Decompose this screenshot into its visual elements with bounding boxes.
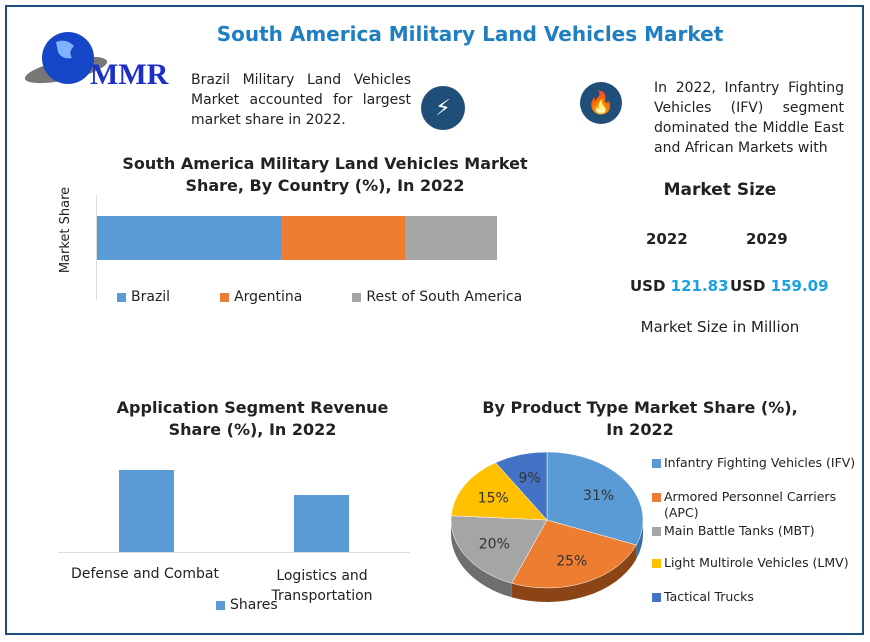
legend-swatch bbox=[652, 493, 661, 502]
bar-logistics bbox=[294, 495, 349, 552]
category-label: Logistics and Transportation bbox=[271, 568, 373, 604]
legend-item: Tactical Trucks bbox=[652, 589, 754, 605]
pie-side bbox=[511, 545, 637, 602]
legend-swatch bbox=[652, 593, 661, 602]
x-axis bbox=[58, 552, 410, 553]
pie-slice bbox=[495, 451, 548, 521]
svg-text:MMR: MMR bbox=[90, 58, 169, 91]
pie-label: 9% bbox=[518, 471, 540, 487]
value-2022: USD 121.83 bbox=[630, 277, 729, 295]
pie-slice bbox=[450, 515, 548, 584]
market-size-unit: Market Size in Million bbox=[640, 318, 800, 336]
legend-brazil: Brazil bbox=[117, 289, 170, 305]
legend-argentina: Argentina bbox=[220, 289, 302, 305]
infographic-frame bbox=[5, 5, 864, 635]
pie-slice bbox=[511, 519, 637, 589]
value-2029: USD 159.09 bbox=[730, 277, 829, 295]
country-chart-title: South America Military Land Vehicles Mar… bbox=[122, 154, 528, 195]
globe-icon: MMR bbox=[24, 32, 169, 91]
page-title: South America Military Land Vehicles Mar… bbox=[216, 22, 724, 46]
legend-item: Infantry Fighting Vehicles (IFV) bbox=[652, 455, 855, 471]
pie-label: 31% bbox=[583, 488, 614, 504]
market-size-title: Market Size bbox=[663, 180, 777, 200]
bar-segment-brazil bbox=[97, 216, 281, 260]
legend-swatch bbox=[652, 459, 661, 468]
bar-segment-argentina bbox=[281, 216, 405, 260]
legend-item: Main Battle Tanks (MBT) bbox=[652, 523, 815, 539]
legend-item: Armored Personnel Carriers (APC) bbox=[652, 489, 857, 521]
legend-rest: Rest of South America bbox=[352, 289, 522, 305]
legend-swatch bbox=[652, 559, 661, 568]
pie-label: 25% bbox=[556, 554, 587, 570]
legend-shares: Shares bbox=[216, 597, 278, 613]
category-label: Defense and Combat bbox=[71, 566, 219, 582]
application-chart-title: Application Segment Revenue Share (%), I… bbox=[116, 398, 389, 439]
legend-label: Infantry Fighting Vehicles (IFV) bbox=[664, 455, 856, 470]
pie-side bbox=[636, 520, 643, 560]
legend-label: Main Battle Tanks (MBT) bbox=[664, 523, 815, 538]
lightning-icon: ⚡ bbox=[421, 86, 465, 130]
stacked-bar bbox=[97, 216, 497, 260]
legend-item: Light Multirole Vehicles (LMV) bbox=[652, 555, 849, 571]
insight-right: In 2022, Infantry Fighting Vehicles (IFV… bbox=[654, 80, 844, 156]
flame-icon: 🔥 bbox=[580, 82, 622, 124]
legend-label: Light Multirole Vehicles (LMV) bbox=[664, 555, 849, 570]
bar-defense bbox=[119, 470, 174, 552]
pie-label: 20% bbox=[479, 537, 510, 553]
product-pie: 31% 25% 20% 15% 9% bbox=[450, 451, 644, 602]
legend-label: Tactical Trucks bbox=[664, 589, 754, 604]
year-2022: 2022 bbox=[646, 230, 688, 248]
legend-swatch bbox=[652, 527, 661, 536]
legend-label: Armored Personnel Carriers (APC) bbox=[664, 489, 837, 520]
country-legend: Brazil Argentina Rest of South America bbox=[117, 289, 522, 305]
mmr-logo: MMR bbox=[18, 28, 178, 92]
axis-line bbox=[96, 195, 97, 300]
pie-label: 15% bbox=[478, 491, 509, 507]
product-chart-title: By Product Type Market Share (%), In 202… bbox=[482, 398, 798, 439]
year-2029: 2029 bbox=[746, 230, 788, 248]
pie-slice bbox=[450, 462, 548, 521]
bar-segment-rest-of-south-america bbox=[405, 216, 497, 260]
y-axis-label: Market Share bbox=[58, 186, 73, 274]
pie-slice bbox=[546, 451, 644, 546]
insight-left: Brazil Military Land Vehicles Market acc… bbox=[191, 72, 411, 128]
